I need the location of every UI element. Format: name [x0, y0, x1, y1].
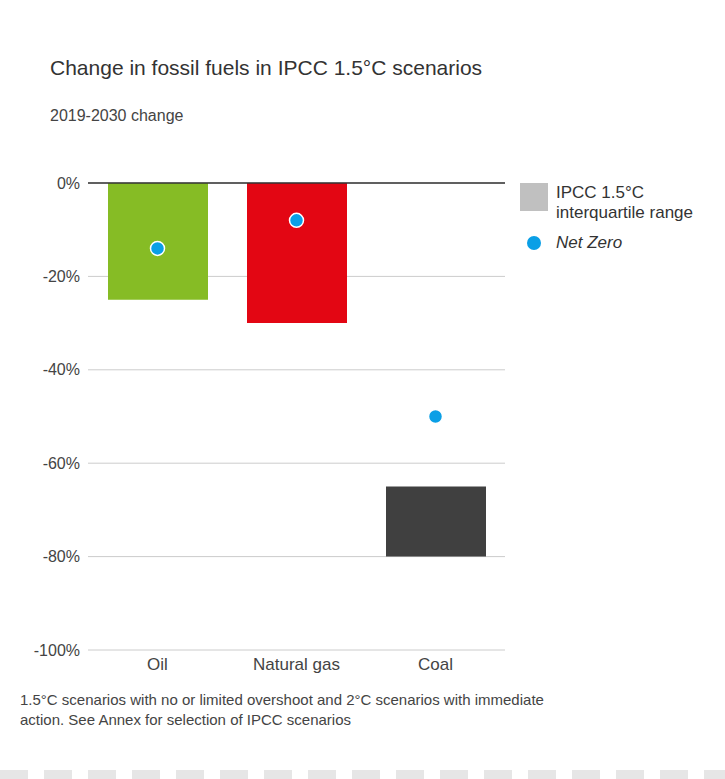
svg-text:0%: 0%: [57, 175, 80, 192]
svg-text:-100%: -100%: [34, 642, 80, 659]
svg-text:-80%: -80%: [43, 548, 80, 565]
svg-text:Coal: Coal: [418, 655, 453, 674]
svg-text:Natural gas: Natural gas: [253, 655, 340, 674]
html-text:1.5°C scenarios with no or lim: 1.5°C scenarios with no or limited overs…: [20, 691, 544, 728]
svg-text:-20%: -20%: [43, 268, 80, 285]
svg-text:-60%: -60%: [43, 455, 80, 472]
svg-text:Oil: Oil: [147, 655, 168, 674]
html-text:Net Zero: Net Zero: [556, 233, 623, 252]
html-text:Change in fossil fuels in IPCC: Change in fossil fuels in IPCC 1.5°C sce…: [50, 56, 483, 79]
svg-text:-40%: -40%: [43, 361, 80, 378]
html-text:IPCC 1.5°C interquartile range: IPCC 1.5°C interquartile range: [556, 183, 693, 222]
html-text:2019-2030 change: 2019-2030 change: [50, 107, 184, 124]
